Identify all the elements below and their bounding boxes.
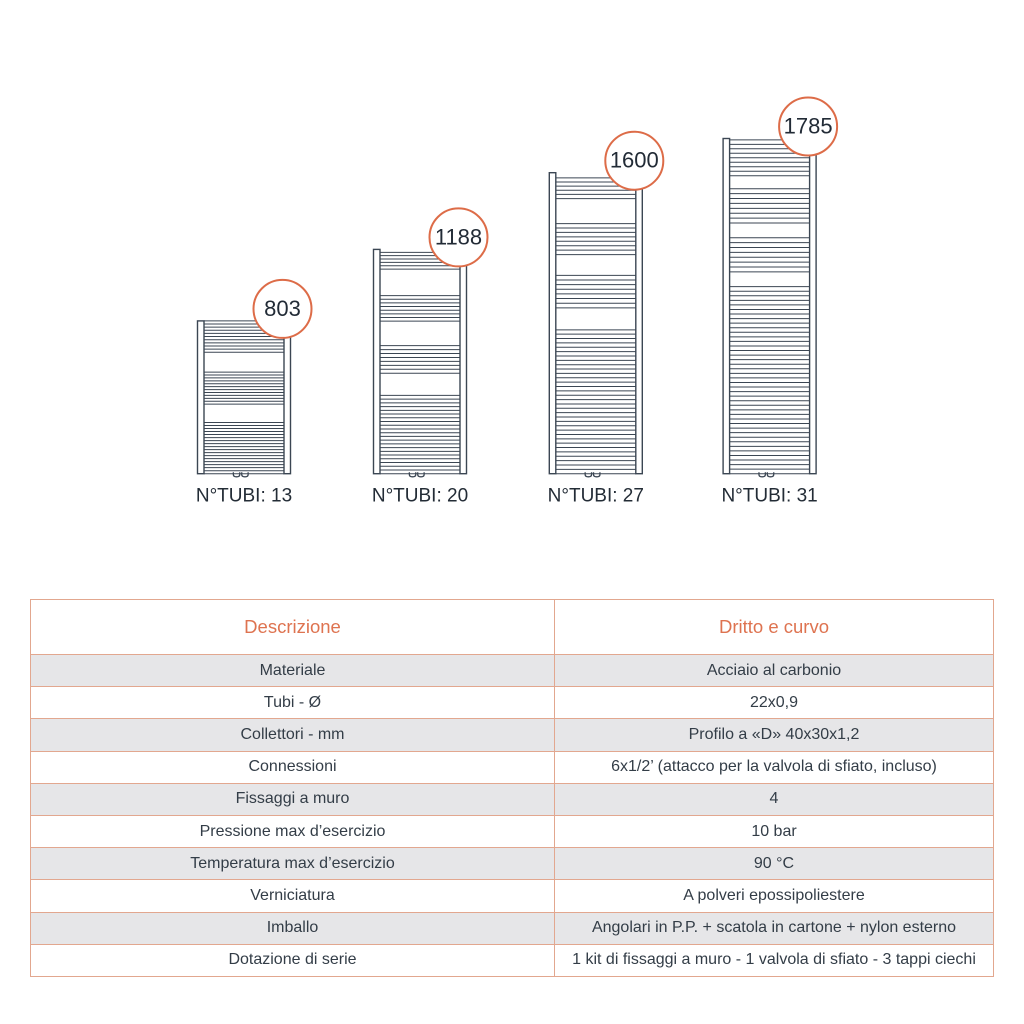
svg-text:803: 803	[264, 296, 301, 321]
svg-text:N°TUBI: 31: N°TUBI: 31	[721, 486, 817, 507]
svg-text:N°TUBI: 20: N°TUBI: 20	[372, 486, 468, 507]
svg-text:1188: 1188	[435, 224, 482, 249]
svg-text:N°TUBI: 13: N°TUBI: 13	[196, 486, 292, 507]
svg-text:1785: 1785	[784, 114, 833, 139]
svg-text:1600: 1600	[610, 148, 659, 173]
svg-text:N°TUBI: 27: N°TUBI: 27	[548, 486, 644, 507]
